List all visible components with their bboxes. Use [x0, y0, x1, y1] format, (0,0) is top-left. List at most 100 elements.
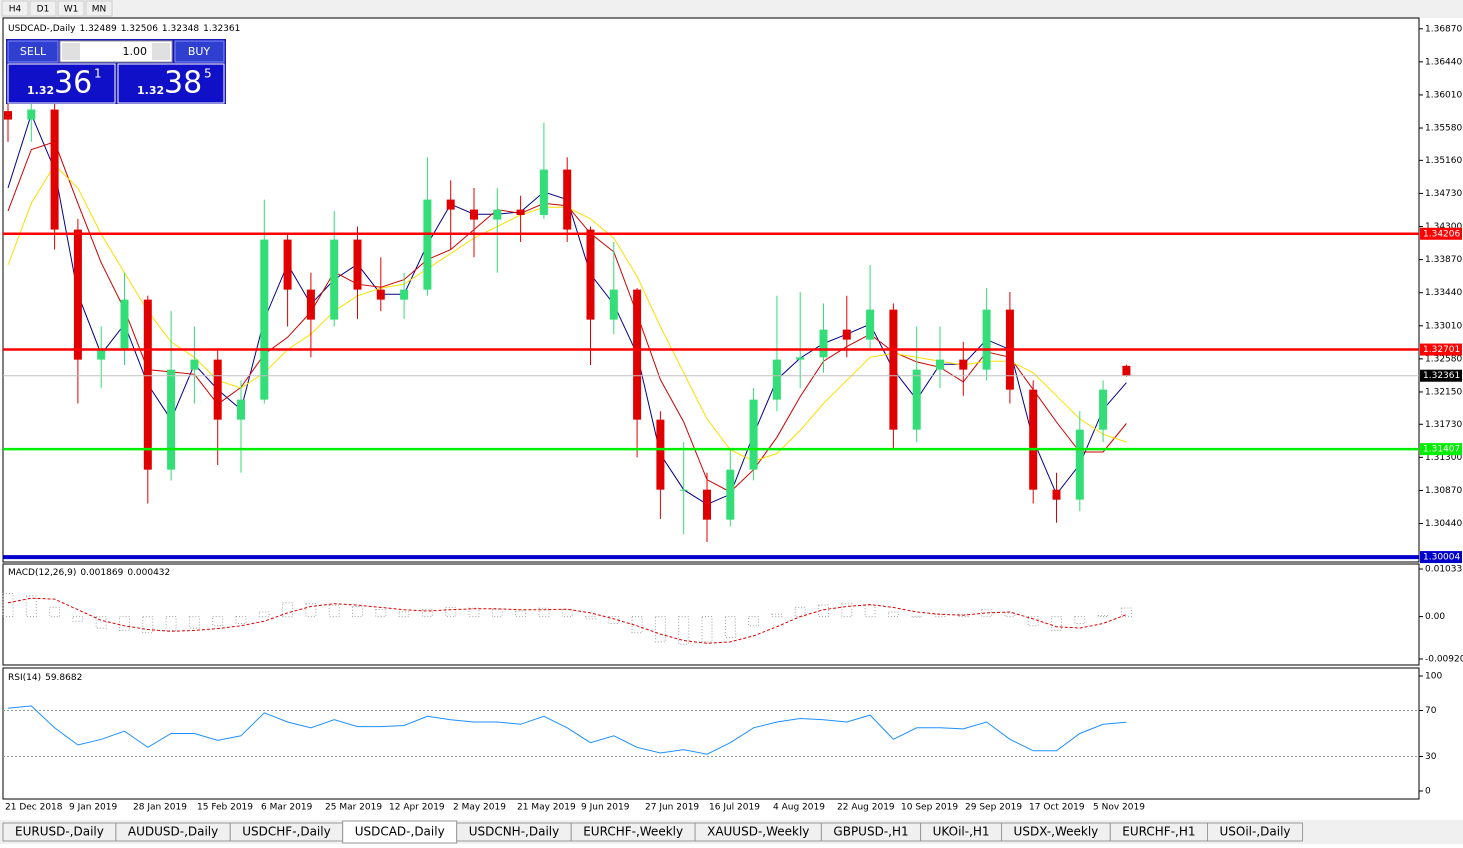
- macd-bar: [1004, 612, 1016, 618]
- macd-bar: [1074, 616, 1086, 624]
- candle-body: [912, 369, 921, 430]
- tab-label[interactable]: AUDUSD-,Daily: [128, 825, 218, 839]
- candle-body: [679, 489, 688, 491]
- y-tick-label: 1.34300: [1425, 222, 1462, 232]
- bid-label-box: [1420, 369, 1462, 382]
- macd-bar: [911, 616, 923, 618]
- x-tick-label: 6 Mar 2019: [261, 803, 313, 813]
- candle-body: [73, 229, 82, 360]
- y-tick-label: -0.009208: [1425, 655, 1463, 665]
- tab-label[interactable]: UKOil-,H1: [933, 825, 990, 839]
- candle-body: [516, 209, 525, 215]
- bid-box[interactable]: [7, 63, 116, 104]
- tab-label[interactable]: USDCAD-,Daily: [355, 825, 445, 839]
- lot-field[interactable]: [59, 40, 173, 63]
- tab-label[interactable]: GBPUSD-,H1: [833, 825, 908, 839]
- tab-label[interactable]: EURUSD-,Daily: [15, 825, 104, 839]
- lot-up[interactable]: [152, 43, 170, 60]
- candle-body: [423, 199, 432, 290]
- macd-bar: [235, 616, 247, 624]
- bid-point[interactable]: 1: [94, 67, 102, 81]
- bid-big[interactable]: 1.32: [27, 84, 54, 97]
- rsi-header: RSI(14) 59.8682: [8, 673, 82, 683]
- timeframe-button[interactable]: [57, 0, 85, 17]
- timeframe-button[interactable]: [1, 0, 29, 17]
- candle-body: [446, 199, 455, 210]
- tab[interactable]: [1207, 822, 1304, 842]
- timeframe-label[interactable]: D1: [37, 5, 50, 15]
- ask-box[interactable]: [117, 63, 225, 104]
- timeframe-label[interactable]: H4: [9, 5, 22, 15]
- tab-label[interactable]: USDCNH-,Daily: [469, 825, 560, 839]
- macd-bar: [72, 616, 84, 622]
- sell-button[interactable]: [7, 40, 59, 63]
- candle-body: [959, 359, 968, 370]
- candle-body: [260, 239, 269, 400]
- candle-body: [656, 419, 665, 490]
- macd-signal: [7, 597, 1127, 644]
- tab-label[interactable]: XAUUSD-,Weekly: [707, 825, 809, 839]
- x-tick-label: 9 Jun 2019: [581, 803, 630, 813]
- timeframe-button[interactable]: [29, 0, 57, 17]
- chart-title: USDCAD-,Daily: [8, 24, 76, 34]
- macd-bar: [631, 616, 643, 634]
- level-label-box: [1420, 443, 1462, 456]
- tab-label[interactable]: USDCHF-,Daily: [242, 825, 330, 839]
- timeframe-label[interactable]: MN: [92, 5, 107, 15]
- lot-down[interactable]: [62, 43, 80, 60]
- tab-label[interactable]: USDX-,Weekly: [1014, 825, 1099, 839]
- lot-value[interactable]: 1.00: [123, 45, 148, 58]
- ask-point[interactable]: 5: [204, 67, 212, 81]
- y-tick-label: 1.33010: [1425, 321, 1462, 331]
- candle-body: [213, 359, 222, 420]
- macd-bar: [678, 616, 690, 645]
- y-tick-label: 1.31730: [1425, 420, 1462, 430]
- macd-bar: [305, 603, 317, 618]
- y-tick-label: 1.34730: [1425, 189, 1462, 199]
- ask-big[interactable]: 1.32: [137, 84, 164, 97]
- macd-bar: [258, 611, 270, 618]
- macd-bar: [724, 616, 736, 638]
- level-label: 1.34206: [1423, 229, 1460, 239]
- candle-body: [190, 359, 199, 370]
- level-label: 1.30004: [1423, 553, 1460, 563]
- macd-bar: [212, 616, 224, 627]
- candle-body: [4, 111, 12, 120]
- trade-panel: SELL 1.00 BUY 1.32 36 1 1.32 38 5: [6, 39, 226, 104]
- timeframe-button[interactable]: [85, 0, 113, 17]
- y-tick-label: 1.35160: [1425, 156, 1462, 166]
- x-tick-label: 12 Apr 2019: [389, 803, 445, 813]
- candle-body: [609, 289, 618, 320]
- candle-body: [539, 169, 548, 215]
- candle-body: [306, 289, 315, 320]
- candle-body: [1029, 389, 1038, 490]
- macd-window: [2, 563, 1420, 666]
- ask-pips[interactable]: 38: [164, 66, 202, 101]
- x-tick-label: 25 Mar 2019: [325, 803, 382, 813]
- y-tick-label: 1.31300: [1425, 453, 1462, 463]
- candle-body: [330, 239, 339, 320]
- candle-body: [842, 329, 851, 340]
- tab-label[interactable]: USOil-,Daily: [1220, 825, 1291, 839]
- ohlc-value: 1.32361: [203, 24, 240, 34]
- y-tick-label: 1.36870: [1425, 24, 1462, 34]
- buy-label[interactable]: BUY: [188, 45, 211, 58]
- tab-label[interactable]: EURCHF-,H1: [1122, 825, 1195, 839]
- timeframe-label[interactable]: W1: [64, 5, 79, 15]
- candle-body: [633, 289, 642, 420]
- macd-title: MACD(12,26,9): [8, 568, 76, 578]
- candle-body: [796, 357, 805, 360]
- rsi-line: [7, 705, 1127, 755]
- macd-bar: [142, 616, 154, 634]
- tab-label[interactable]: EURCHF-,Weekly: [583, 825, 683, 839]
- x-tick-label: 22 Aug 2019: [837, 803, 895, 813]
- candle-body: [283, 239, 292, 290]
- bid-pips[interactable]: 36: [54, 66, 92, 101]
- buy-button[interactable]: [174, 40, 225, 63]
- y-tick-label: 100: [1425, 672, 1442, 682]
- sell-label[interactable]: SELL: [20, 45, 47, 58]
- candle-body: [982, 309, 991, 370]
- chart-header: USDCAD-,Daily 1.32489 1.32506 1.32348 1.3236…: [8, 24, 240, 34]
- main-window: [2, 17, 1420, 563]
